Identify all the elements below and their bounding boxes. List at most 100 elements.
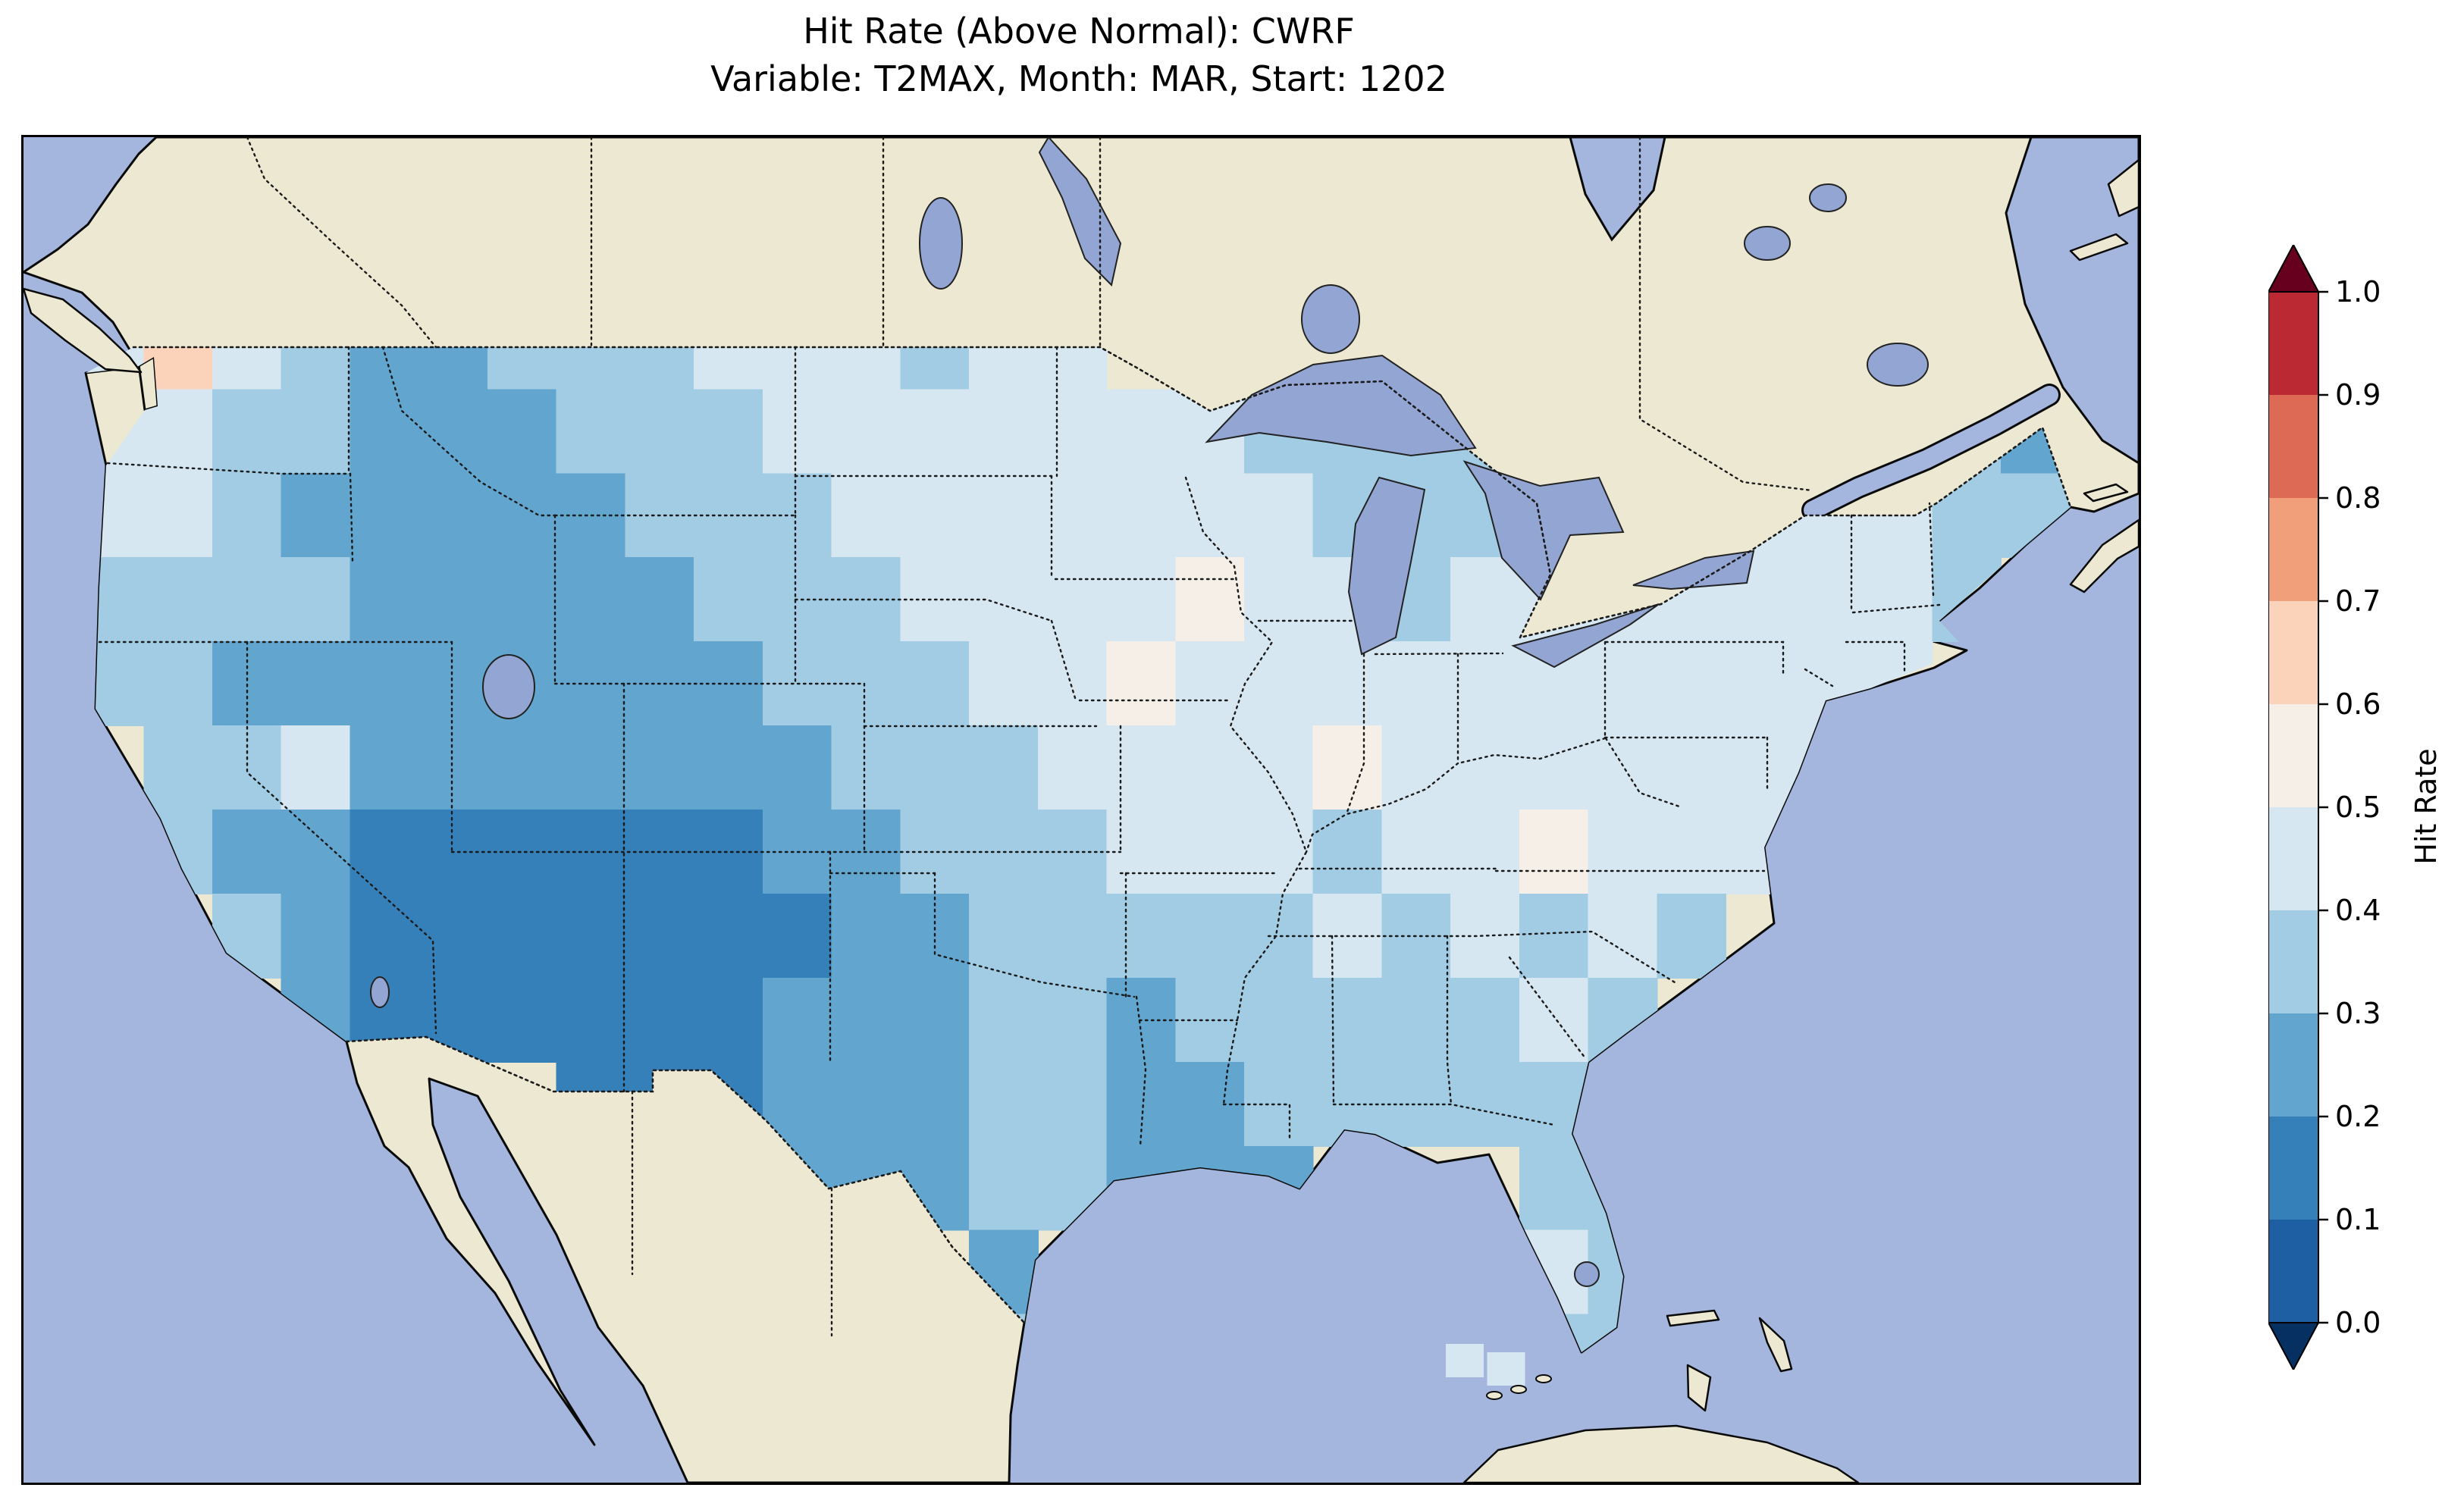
grid-cell bbox=[1312, 641, 1383, 727]
grid-cell bbox=[281, 641, 351, 727]
lake bbox=[482, 654, 535, 719]
grid-cell bbox=[969, 1145, 1039, 1231]
grid-cell bbox=[900, 725, 970, 810]
island bbox=[1758, 1317, 1793, 1373]
grid-cell bbox=[1657, 641, 1727, 727]
grid-cell bbox=[1794, 557, 1864, 643]
grid-cell bbox=[419, 641, 488, 727]
grid-cell bbox=[1519, 1145, 1589, 1231]
island bbox=[24, 287, 143, 374]
grid-cell bbox=[1588, 893, 1658, 979]
border-line bbox=[1332, 1103, 1556, 1126]
lake bbox=[1867, 343, 1929, 387]
colorbar-tick-label: 0.7 bbox=[2335, 584, 2381, 618]
lake bbox=[1511, 603, 1660, 669]
border-line bbox=[794, 598, 1053, 622]
lake bbox=[370, 976, 390, 1008]
island bbox=[2083, 483, 2129, 503]
island bbox=[1666, 1309, 1720, 1327]
border-line bbox=[1446, 935, 1453, 1106]
grid-cell bbox=[1381, 977, 1452, 1063]
chart-title-line2: Variable: T2MAX, Month: MAR, Start: 1202 bbox=[710, 58, 1447, 100]
lake bbox=[1744, 226, 1791, 261]
grid-cell bbox=[1037, 1061, 1108, 1147]
grid-cell bbox=[831, 473, 901, 559]
grid-cell bbox=[212, 557, 282, 643]
grid-cell bbox=[281, 557, 351, 643]
grid-cell bbox=[969, 347, 1039, 390]
grid-cell bbox=[1175, 641, 1245, 727]
grid-cell bbox=[625, 347, 695, 390]
grid-cell bbox=[1588, 641, 1658, 727]
border-line bbox=[246, 641, 437, 1035]
colorbar-tick-label: 0.8 bbox=[2335, 481, 2381, 515]
grid-cell bbox=[900, 1061, 970, 1147]
grid-cell bbox=[625, 893, 695, 979]
grid-cell bbox=[969, 641, 1039, 727]
grid-cell bbox=[487, 389, 557, 475]
colorbar-tick-label: 0.2 bbox=[2335, 1100, 2381, 1133]
grid-cell bbox=[281, 389, 351, 475]
grid-cell bbox=[1487, 1352, 1525, 1386]
colorbar-tick-label: 0.1 bbox=[2335, 1203, 2381, 1236]
grid-cell bbox=[1106, 389, 1177, 475]
grid-cell bbox=[762, 389, 832, 475]
grid-cell bbox=[900, 389, 970, 475]
grid-cell bbox=[212, 810, 282, 894]
grid-cell bbox=[212, 473, 282, 559]
border-line bbox=[1305, 762, 1459, 853]
grid-cell bbox=[694, 977, 763, 1063]
grid-cell bbox=[831, 557, 901, 643]
border-line bbox=[1508, 956, 1587, 1060]
grid-cell bbox=[556, 389, 626, 475]
grid-cell bbox=[1657, 810, 1727, 894]
colorbar-tick-label: 0.9 bbox=[2335, 378, 2381, 412]
grid-cell bbox=[350, 725, 420, 810]
grid-cell bbox=[487, 977, 557, 1063]
grid-cell bbox=[143, 725, 214, 810]
lake bbox=[919, 197, 963, 290]
chart-title-block: Hit Rate (Above Normal): CWRF Variable: … bbox=[21, 8, 2136, 104]
grid-cell bbox=[831, 725, 901, 810]
grid-cell bbox=[419, 473, 488, 559]
grid-cell bbox=[1726, 641, 1795, 727]
grid-cell bbox=[487, 347, 557, 390]
grid-cell bbox=[487, 557, 557, 643]
grid-cell bbox=[1243, 893, 1314, 979]
grid-cell bbox=[419, 725, 488, 810]
grid-cell bbox=[831, 641, 901, 727]
grid-cell bbox=[694, 557, 763, 643]
border-line bbox=[1638, 137, 1814, 492]
grid-cell bbox=[1175, 1061, 1245, 1147]
border-line bbox=[1267, 930, 1676, 984]
grid-cell bbox=[831, 893, 901, 979]
grid-cell bbox=[1450, 641, 1520, 727]
border-line bbox=[1345, 653, 1365, 816]
grid-cell bbox=[969, 473, 1039, 559]
grid-cell bbox=[1243, 557, 1314, 643]
grid-cell bbox=[1175, 977, 1245, 1063]
grid-cell bbox=[1450, 725, 1520, 810]
island bbox=[1462, 1424, 1860, 1483]
grid-cell bbox=[694, 810, 763, 894]
grid-cell bbox=[350, 557, 420, 643]
grid-cell bbox=[1588, 810, 1658, 894]
grid-cell bbox=[694, 725, 763, 810]
grid-cell bbox=[1037, 977, 1108, 1063]
country-border-line bbox=[345, 1035, 1026, 1324]
border-line bbox=[1331, 935, 1335, 1106]
grid-cell bbox=[1175, 557, 1245, 643]
grid-cell bbox=[900, 347, 970, 390]
grid-cell bbox=[556, 977, 626, 1063]
grid-cell bbox=[969, 1061, 1039, 1147]
grid-cell bbox=[212, 347, 282, 390]
state-borders-layer bbox=[98, 137, 1941, 1337]
grid-cell bbox=[1243, 810, 1314, 894]
grid-cell bbox=[281, 725, 351, 810]
lake bbox=[1347, 476, 1426, 656]
grid-cell bbox=[1106, 725, 1177, 810]
grid-cell bbox=[281, 347, 351, 390]
lakes-layer bbox=[370, 137, 1929, 1287]
grid-cell bbox=[1381, 1061, 1452, 1147]
